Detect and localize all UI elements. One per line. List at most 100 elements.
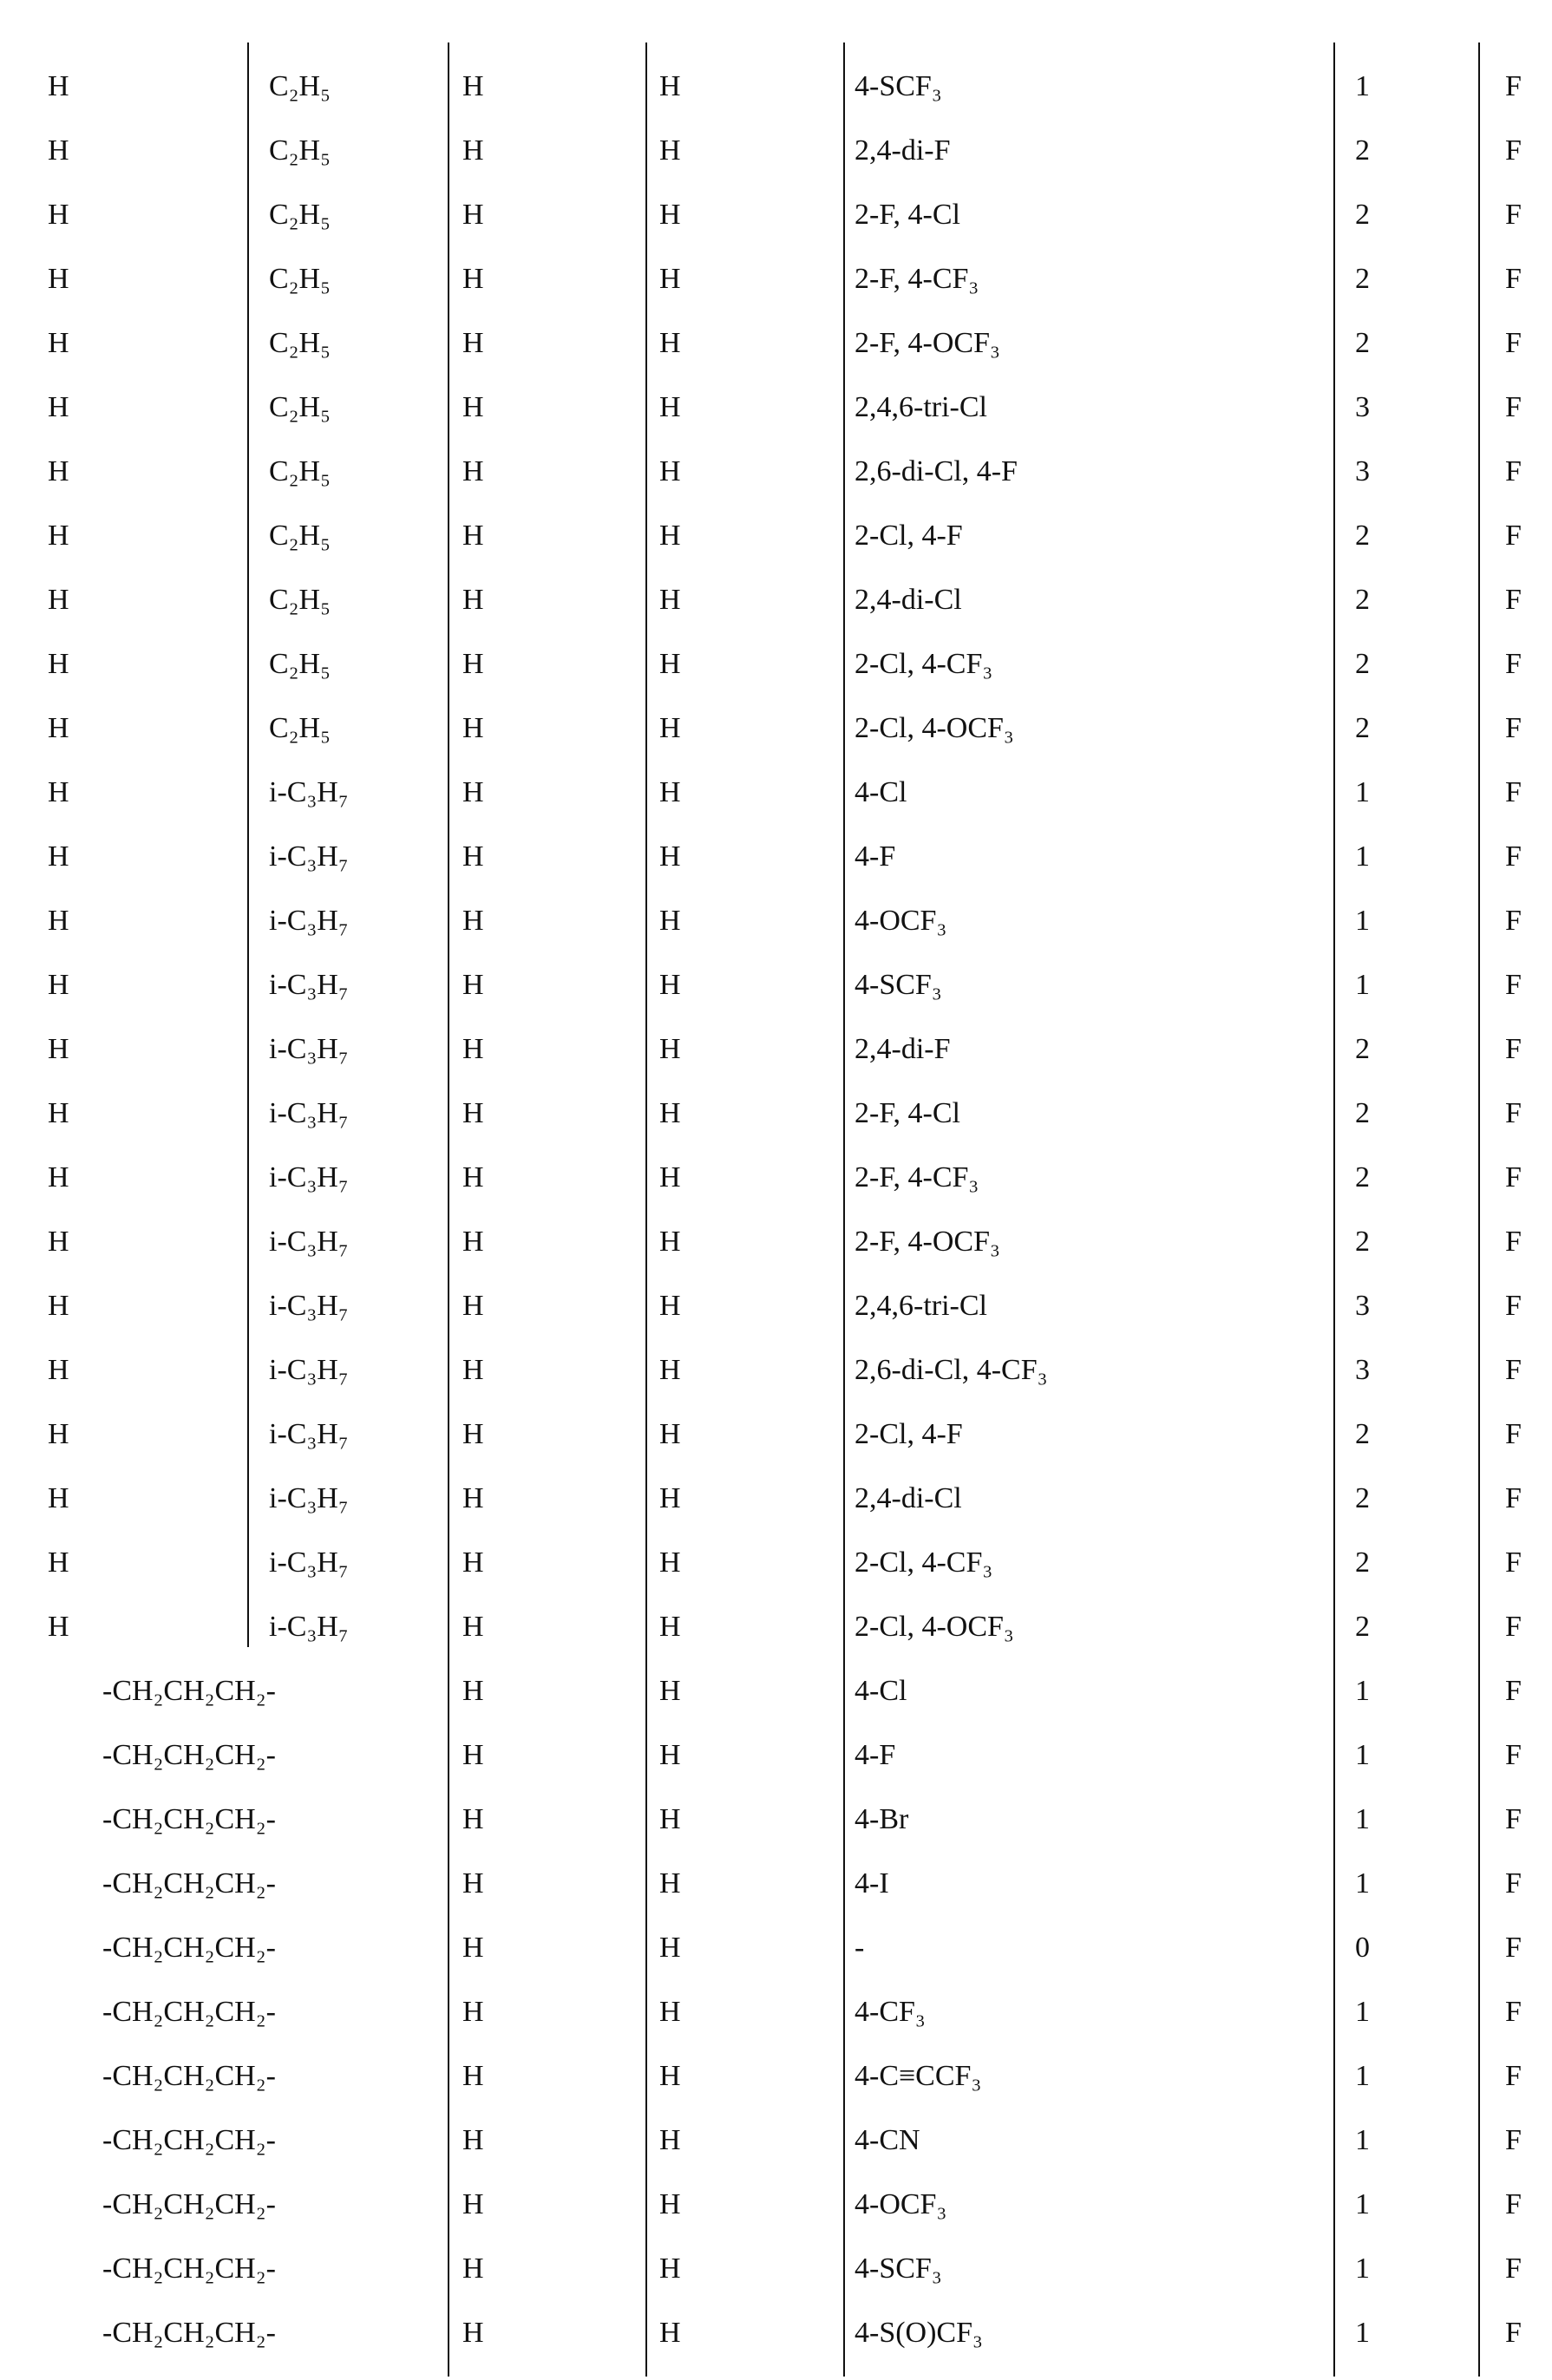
cell-c5: 2,4-di-Cl	[855, 568, 962, 632]
cell-c3: H	[462, 1338, 484, 1402]
cell-c7: F	[1505, 1852, 1522, 1916]
cell-c2: C₂H₅	[269, 55, 331, 119]
table-row: -CH₂CH₂CH₂-HH4-C≡CCF₃1F	[0, 2044, 1552, 2109]
cell-c12: -CH₂CH₂CH₂-	[102, 2237, 276, 2301]
cell-c6: 2	[1355, 696, 1370, 761]
cell-c7: F	[1505, 55, 1522, 119]
table-row: -CH₂CH₂CH₂-HH4-OCF₃1F	[0, 2173, 1552, 2237]
cell-c3: H	[462, 889, 484, 953]
cell-c3: H	[462, 504, 484, 568]
table-row: HC₂H₅HH2-Cl, 4-CF₃2F	[0, 632, 1552, 696]
table-row: HC₂H₅HH2-F, 4-CF₃2F	[0, 247, 1552, 311]
cell-c5: 2-F, 4-Cl	[855, 1082, 960, 1146]
cell-c7: F	[1505, 311, 1522, 376]
cell-c1: H	[48, 55, 69, 119]
cell-c12: -CH₂CH₂CH₂-	[102, 1788, 276, 1852]
cell-c4: H	[659, 1338, 681, 1402]
cell-c2: i-C₃H₇	[269, 1467, 349, 1531]
table-row: Hi-C₃H₇HH2-Cl, 4-OCF₃2F	[0, 1595, 1552, 1659]
cell-c7: F	[1505, 632, 1522, 696]
cell-c5: 2,4-di-F	[855, 119, 951, 183]
cell-c4: H	[659, 953, 681, 1017]
cell-c2: i-C₃H₇	[269, 1531, 349, 1595]
cell-c7: F	[1505, 1916, 1522, 1980]
cell-c5: 2-F, 4-CF₃	[855, 1146, 979, 1210]
table-row: -CH₂CH₂CH₂-HH4-SCF₃1F	[0, 2237, 1552, 2301]
cell-c7: F	[1505, 568, 1522, 632]
cell-c6: 1	[1355, 953, 1370, 1017]
table-row: Hi-C₃H₇HH2,6-di-Cl, 4-CF₃3F	[0, 1338, 1552, 1402]
cell-c7: F	[1505, 1338, 1522, 1402]
cell-c5: 4-S(O)CF₃	[855, 2301, 983, 2365]
cell-c5: -	[855, 1916, 864, 1980]
cell-c1: H	[48, 376, 69, 440]
cell-c5: 2,4,6-tri-Cl	[855, 376, 987, 440]
cell-c1: H	[48, 1467, 69, 1531]
cell-c5: 2-Cl, 4-OCF₃	[855, 1595, 1014, 1659]
cell-c2: i-C₃H₇	[269, 1210, 349, 1274]
table-row: Hi-C₃H₇HH4-F1F	[0, 825, 1552, 889]
cell-c1: H	[48, 696, 69, 761]
cell-c4: H	[659, 1274, 681, 1338]
cell-c6: 1	[1355, 55, 1370, 119]
cell-c7: F	[1505, 440, 1522, 504]
cell-c3: H	[462, 1659, 484, 1723]
cell-c5: 4-I	[855, 1852, 889, 1916]
cell-c6: 3	[1355, 440, 1370, 504]
cell-c7: F	[1505, 183, 1522, 247]
cell-c6: 2	[1355, 1082, 1370, 1146]
cell-c7: F	[1505, 2044, 1522, 2109]
cell-c3: H	[462, 1723, 484, 1788]
cell-c7: F	[1505, 1659, 1522, 1723]
cell-c4: H	[659, 183, 681, 247]
cell-c5: 2-F, 4-OCF₃	[855, 1210, 1000, 1274]
cell-c3: H	[462, 761, 484, 825]
cell-c6: 2	[1355, 1210, 1370, 1274]
cell-c6: 2	[1355, 1017, 1370, 1082]
cell-c2: C₂H₅	[269, 696, 331, 761]
cell-c7: F	[1505, 1274, 1522, 1338]
cell-c4: H	[659, 2173, 681, 2237]
cell-c1: H	[48, 440, 69, 504]
cell-c6: 2	[1355, 1531, 1370, 1595]
table-row: HC₂H₅HH2-Cl, 4-F2F	[0, 504, 1552, 568]
table-row: -CH₂CH₂CH₂-HH4-CN1F	[0, 2109, 1552, 2173]
cell-c5: 4-F	[855, 825, 895, 889]
cell-c7: F	[1505, 504, 1522, 568]
cell-c2: i-C₃H₇	[269, 1595, 349, 1659]
cell-c3: H	[462, 632, 484, 696]
cell-c2: C₂H₅	[269, 119, 331, 183]
cell-c3: H	[462, 1402, 484, 1467]
table-row: -CH₂CH₂CH₂-HH4-Br1F	[0, 1788, 1552, 1852]
cell-c6: 2	[1355, 632, 1370, 696]
table-row: HC₂H₅HH2,4-di-Cl2F	[0, 568, 1552, 632]
cell-c3: H	[462, 1467, 484, 1531]
cell-c5: 4-OCF₃	[855, 889, 946, 953]
cell-c2: C₂H₅	[269, 183, 331, 247]
table-row: HC₂H₅HH2,6-di-Cl, 4-F3F	[0, 440, 1552, 504]
cell-c5: 4-F	[855, 1723, 895, 1788]
table-row: Hi-C₃H₇HH4-Cl1F	[0, 761, 1552, 825]
table-row: -CH₂CH₂CH₂-HH4-F1F	[0, 1723, 1552, 1788]
cell-c7: F	[1505, 2173, 1522, 2237]
cell-c5: 4-C≡CCF₃	[855, 2044, 981, 2109]
cell-c4: H	[659, 1531, 681, 1595]
cell-c7: F	[1505, 825, 1522, 889]
cell-c3: H	[462, 247, 484, 311]
cell-c12: -CH₂CH₂CH₂-	[102, 1916, 276, 1980]
cell-c6: 2	[1355, 1467, 1370, 1531]
cell-c7: F	[1505, 2237, 1522, 2301]
cell-c6: 2	[1355, 247, 1370, 311]
cell-c4: H	[659, 2237, 681, 2301]
table-row: Hi-C₃H₇HH2-Cl, 4-F2F	[0, 1402, 1552, 1467]
cell-c4: H	[659, 889, 681, 953]
cell-c2: i-C₃H₇	[269, 1017, 349, 1082]
table-row: -CH₂CH₂CH₂-HH4-S(O)CF₃1F	[0, 2301, 1552, 2365]
table-row: -CH₂CH₂CH₂-HH-0F	[0, 1916, 1552, 1980]
cell-c2: C₂H₅	[269, 247, 331, 311]
cell-c4: H	[659, 1723, 681, 1788]
cell-c7: F	[1505, 247, 1522, 311]
cell-c5: 4-Cl	[855, 1659, 907, 1723]
cell-c6: 1	[1355, 889, 1370, 953]
cell-c6: 3	[1355, 1274, 1370, 1338]
